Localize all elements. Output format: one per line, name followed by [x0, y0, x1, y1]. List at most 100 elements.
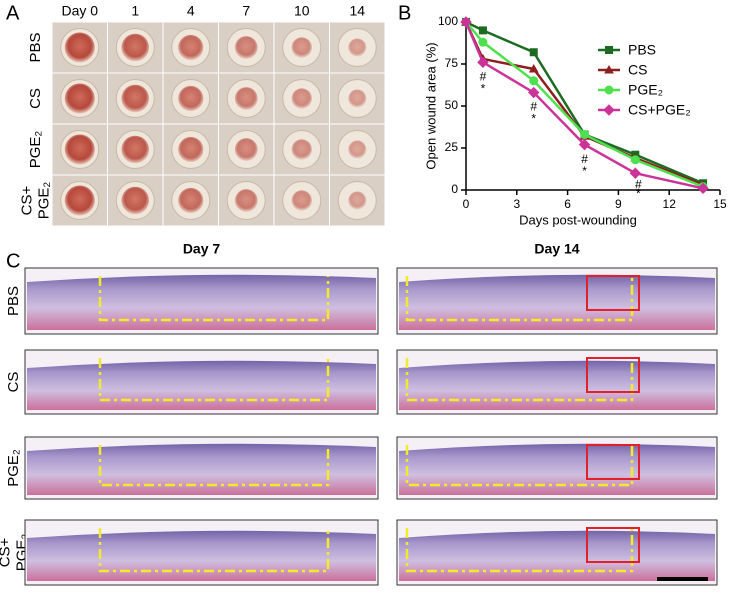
wound-outline: [405, 358, 634, 402]
wound-outline: [98, 445, 330, 487]
row-label: CS: [5, 372, 22, 393]
column-label: Day 0: [61, 3, 98, 19]
marker: [629, 167, 642, 179]
wound: [64, 32, 95, 63]
wound-outline: [405, 276, 634, 322]
column-label: 1: [131, 3, 139, 19]
roi-box: [586, 444, 640, 480]
x-tick-label: 9: [615, 197, 622, 211]
marker: [528, 86, 540, 99]
wound: [234, 36, 258, 59]
significance-mark: *: [481, 81, 486, 95]
wound: [348, 89, 367, 108]
column-label: 7: [242, 3, 250, 19]
marker: [630, 155, 640, 165]
marker: [478, 26, 487, 35]
legend-label: PBS: [628, 42, 656, 58]
wound-outline: [98, 276, 330, 322]
wound: [178, 187, 204, 214]
row-label: CS: [27, 88, 44, 109]
wound: [64, 134, 95, 165]
legend-label: CS: [628, 62, 647, 78]
row-label: PBS: [27, 32, 44, 62]
wound: [64, 83, 95, 114]
tissue: [27, 443, 376, 495]
wound: [348, 191, 367, 210]
y-tick-label: 100: [438, 14, 458, 28]
marker: [580, 130, 590, 140]
significance-mark: #: [480, 69, 487, 83]
significance-mark: #: [530, 100, 537, 114]
legend-marker: [605, 46, 613, 54]
wound-outline: [405, 445, 634, 487]
wound: [121, 135, 150, 164]
wound: [291, 37, 312, 58]
marker: [697, 182, 709, 195]
roi-box: [586, 357, 640, 393]
wound: [234, 138, 258, 161]
legend-marker: [604, 64, 614, 74]
x-tick-label: 15: [713, 197, 727, 211]
wound: [121, 84, 150, 113]
tissue: [399, 443, 715, 495]
y-tick-label: 75: [445, 56, 459, 70]
wound: [178, 136, 204, 163]
marker: [528, 64, 539, 73]
legend-label: PGE₂: [628, 82, 663, 98]
y-tick-label: 50: [445, 98, 459, 112]
significance-mark: #: [635, 177, 642, 191]
significance-mark: *: [636, 186, 641, 200]
tissue: [399, 530, 715, 581]
wound: [178, 85, 204, 112]
column-label: 10: [294, 3, 310, 19]
row-label: PBS: [5, 286, 22, 316]
panel-label: C: [6, 250, 20, 272]
series-line: [464, 21, 704, 190]
x-axis-label: Days post-wounding: [519, 212, 637, 227]
wound: [291, 190, 312, 211]
wound: [348, 38, 367, 57]
wound: [178, 34, 204, 61]
wound: [121, 186, 150, 215]
wound: [348, 140, 367, 159]
row-label: CS+: [0, 537, 13, 567]
marker: [529, 76, 539, 86]
legend-label: CS+PGE₂: [628, 102, 691, 118]
column-label: Day 7: [183, 241, 221, 257]
x-tick-label: 12: [663, 197, 677, 211]
wound-outline: [405, 528, 634, 573]
tissue: [399, 274, 715, 330]
x-tick-label: 0: [463, 197, 470, 211]
wound: [291, 139, 312, 160]
significance-mark: #: [581, 152, 588, 166]
row-label: PGE₂: [5, 449, 22, 487]
x-tick-label: 3: [513, 197, 520, 211]
y-tick-label: 25: [445, 140, 459, 154]
wound-outline: [98, 358, 330, 402]
panel-label: A: [6, 2, 20, 24]
legend-marker: [603, 104, 615, 116]
x-tick-label: 6: [564, 197, 571, 211]
y-axis-label: Open wound area (%): [423, 42, 438, 169]
marker: [529, 48, 538, 57]
wound: [64, 185, 95, 216]
column-label: Day 14: [534, 241, 579, 257]
legend-marker: [604, 85, 614, 95]
marker: [460, 16, 472, 28]
y-tick-label: 0: [451, 182, 458, 196]
marker: [478, 37, 488, 47]
marker: [578, 138, 591, 151]
column-label: 4: [187, 3, 195, 19]
roi-box: [586, 527, 640, 563]
tissue: [27, 360, 376, 410]
marker: [477, 56, 489, 69]
panel-label: B: [398, 2, 411, 24]
row-label: PGE₂: [35, 182, 52, 220]
wound: [121, 33, 150, 62]
wound: [291, 88, 312, 109]
row-label: CS+: [18, 185, 35, 215]
roi-box: [586, 275, 640, 311]
wound: [234, 87, 258, 110]
wound-outline: [98, 528, 330, 573]
